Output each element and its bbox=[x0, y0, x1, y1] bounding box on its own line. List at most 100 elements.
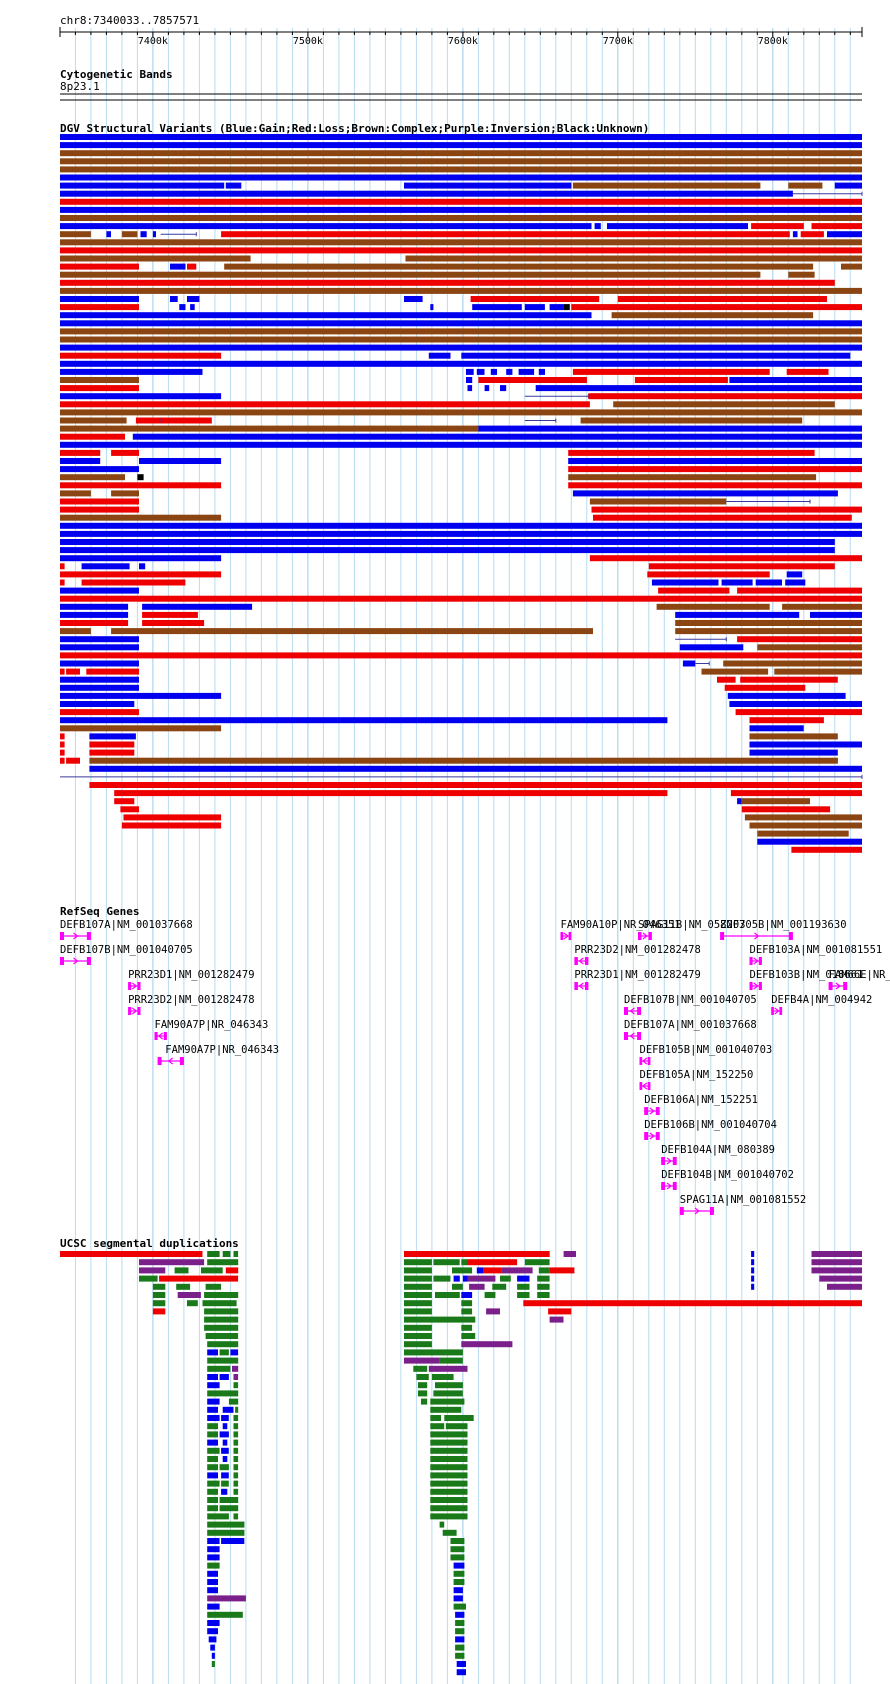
dgv-variant-gain[interactable] bbox=[737, 798, 742, 805]
dgv-variant-gain[interactable] bbox=[675, 611, 800, 618]
dgv-variant-loss[interactable] bbox=[60, 668, 65, 675]
gene-exon[interactable] bbox=[720, 932, 725, 940]
segdup-blue[interactable] bbox=[207, 1382, 220, 1389]
dgv-variant-loss[interactable] bbox=[658, 587, 730, 594]
dgv-variant-gain[interactable] bbox=[467, 385, 473, 392]
gene-exon[interactable] bbox=[672, 1157, 677, 1165]
segdup-purple[interactable] bbox=[819, 1275, 862, 1282]
dgv-variant-gain[interactable] bbox=[729, 701, 862, 707]
segdup-green[interactable] bbox=[404, 1283, 432, 1290]
dgv-variant-complex[interactable] bbox=[60, 215, 862, 221]
dgv-variant-loss[interactable] bbox=[60, 449, 101, 456]
segdup-green[interactable] bbox=[404, 1324, 432, 1331]
gene-exon[interactable] bbox=[771, 1007, 774, 1015]
segdup-green[interactable] bbox=[442, 1529, 457, 1536]
dgv-variant-loss[interactable] bbox=[60, 352, 222, 359]
segdup-green[interactable] bbox=[219, 1349, 229, 1356]
dgv-variant-loss[interactable] bbox=[648, 563, 835, 570]
segdup-green[interactable] bbox=[176, 1283, 191, 1290]
segdup-blue[interactable] bbox=[456, 1661, 466, 1667]
dgv-variant-loss[interactable] bbox=[60, 571, 222, 578]
segdup-green[interactable] bbox=[233, 1382, 239, 1389]
dgv-variant-loss[interactable] bbox=[142, 620, 205, 626]
segdup-green[interactable] bbox=[204, 1316, 239, 1323]
segdup-green[interactable] bbox=[445, 1423, 468, 1430]
segdup-blue[interactable] bbox=[453, 1587, 463, 1594]
segdup-blue[interactable] bbox=[207, 1439, 218, 1446]
dgv-variant-gain[interactable] bbox=[106, 231, 111, 238]
segdup-green[interactable] bbox=[207, 1497, 218, 1503]
gene-exon[interactable] bbox=[655, 1132, 660, 1140]
segdup-red[interactable] bbox=[225, 1267, 239, 1274]
segdup-blue[interactable] bbox=[207, 1415, 220, 1421]
dgv-variant-gain[interactable] bbox=[729, 377, 862, 383]
segdup-green[interactable] bbox=[233, 1251, 239, 1257]
dgv-variant-gain[interactable] bbox=[682, 660, 696, 667]
gene-exon[interactable] bbox=[843, 982, 848, 990]
gene-exon[interactable] bbox=[758, 957, 762, 965]
segdup-green[interactable] bbox=[207, 1513, 229, 1520]
dgv-variant-gain[interactable] bbox=[140, 231, 147, 238]
segdup-green[interactable] bbox=[207, 1456, 218, 1462]
segdup-blue[interactable] bbox=[453, 1562, 465, 1569]
dgv-variant-complex[interactable] bbox=[841, 263, 862, 270]
dgv-variant-gain[interactable] bbox=[60, 717, 668, 724]
dgv-variant-loss[interactable] bbox=[114, 790, 668, 797]
segdup-green[interactable] bbox=[207, 1447, 220, 1454]
dgv-variant-complex[interactable] bbox=[723, 660, 862, 667]
dgv-variant-complex[interactable] bbox=[60, 417, 127, 424]
dgv-variant-gain[interactable] bbox=[476, 368, 485, 375]
dgv-variant-complex[interactable] bbox=[224, 263, 814, 270]
segdup-red[interactable] bbox=[467, 1259, 518, 1266]
segdup-blue[interactable] bbox=[462, 1275, 468, 1282]
dgv-variant-gain[interactable] bbox=[60, 660, 139, 667]
segdup-blue[interactable] bbox=[230, 1349, 239, 1356]
dgv-variant-gain[interactable] bbox=[187, 296, 200, 302]
dgv-variant-loss[interactable] bbox=[60, 263, 139, 270]
dgv-variant-loss[interactable] bbox=[568, 449, 815, 456]
segdup-green[interactable] bbox=[233, 1513, 239, 1520]
dgv-variant-complex[interactable] bbox=[749, 733, 838, 740]
segdup-red[interactable] bbox=[152, 1308, 166, 1315]
gene-exon[interactable] bbox=[637, 1032, 642, 1040]
segdup-red[interactable] bbox=[523, 1300, 862, 1307]
dgv-variant-gain[interactable] bbox=[786, 571, 803, 578]
dgv-variant-loss[interactable] bbox=[60, 652, 862, 659]
segdup-blue[interactable] bbox=[210, 1644, 215, 1651]
dgv-variant-gain[interactable] bbox=[60, 296, 139, 302]
segdup-purple[interactable] bbox=[404, 1357, 440, 1364]
segdup-green[interactable] bbox=[233, 1488, 239, 1495]
dgv-variant-complex[interactable] bbox=[111, 628, 593, 635]
dgv-variant-loss[interactable] bbox=[786, 368, 829, 375]
dgv-variant-gain[interactable] bbox=[404, 296, 423, 302]
dgv-variant-gain[interactable] bbox=[60, 441, 862, 448]
dgv-variant-loss[interactable] bbox=[589, 555, 862, 562]
segdup-green[interactable] bbox=[430, 1415, 442, 1421]
dgv-variant-loss[interactable] bbox=[81, 579, 186, 586]
dgv-variant-complex[interactable] bbox=[60, 628, 91, 635]
dgv-variant-loss[interactable] bbox=[66, 757, 80, 764]
dgv-variant-gain[interactable] bbox=[170, 296, 178, 302]
position-ruler[interactable]: chr8:7340033..7857571 7400k 7500k 7600k 770… bbox=[59, 14, 863, 47]
segdup-green[interactable] bbox=[205, 1283, 222, 1290]
dgv-variant-unknown[interactable] bbox=[563, 304, 570, 311]
dgv-variant-loss[interactable] bbox=[647, 571, 770, 578]
segdup-blue[interactable] bbox=[207, 1554, 220, 1561]
dgv-variant-gain[interactable] bbox=[792, 231, 798, 238]
gene-exon[interactable] bbox=[647, 1057, 651, 1065]
segdup-green[interactable] bbox=[404, 1316, 476, 1323]
segdup-red[interactable] bbox=[159, 1275, 239, 1282]
dgv-variant-loss[interactable] bbox=[187, 263, 197, 270]
dgv-variant-gain[interactable] bbox=[749, 725, 804, 732]
segdup-blue[interactable] bbox=[207, 1628, 218, 1635]
segdup-green[interactable] bbox=[430, 1488, 468, 1495]
segdup-green[interactable] bbox=[207, 1488, 218, 1495]
segdup-green[interactable] bbox=[233, 1439, 239, 1446]
dgv-variant-loss[interactable] bbox=[572, 368, 770, 375]
segdup-green[interactable] bbox=[207, 1505, 218, 1512]
segdup-green[interactable] bbox=[439, 1357, 463, 1364]
gene-exon[interactable] bbox=[128, 982, 132, 990]
dgv-variant-gain[interactable] bbox=[518, 368, 535, 375]
segdup-green[interactable] bbox=[233, 1415, 239, 1421]
dgv-variant-gain[interactable] bbox=[60, 555, 222, 562]
